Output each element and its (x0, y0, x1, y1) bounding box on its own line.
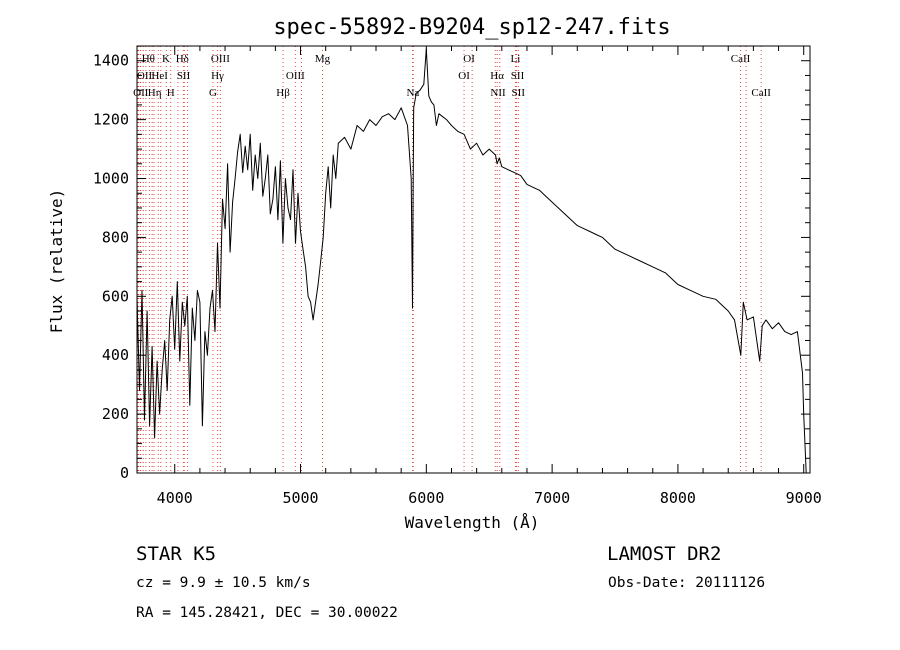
x-tick-label: 4000 (157, 489, 193, 507)
survey-name: LAMOST DR2 (607, 543, 722, 565)
spectrum-series (136, 48, 807, 474)
line-label: SII (177, 70, 191, 82)
line-label: SII (512, 87, 526, 99)
line-label: HeI (151, 70, 168, 82)
line-label: Hθ (142, 53, 155, 65)
object-class: STAR K5 (136, 543, 217, 565)
line-label: Na (406, 87, 419, 99)
x-tick-label: 7000 (534, 489, 570, 507)
line-label: Hβ (276, 87, 290, 99)
line-label: Hγ (211, 70, 224, 82)
line-label: OII (137, 70, 153, 82)
line-label: Mg (315, 53, 331, 65)
line-label: OIII (286, 70, 305, 82)
observation-date: Obs-Date: 20111126 (608, 575, 766, 591)
x-tick-label: 6000 (408, 489, 444, 507)
x-tick-label: 9000 (786, 489, 822, 507)
y-tick-label: 400 (102, 346, 129, 364)
line-label: Hδ (176, 53, 189, 65)
redshift-velocity: cz = 9.9 ± 10.5 km/s (136, 575, 311, 591)
emission-line-labels: Hθ K Hδ OIII Mg OI Li CaII OII HeI SII Hγ OIII OI Hα SI… (133, 53, 771, 99)
chart-title: spec-55892-B9204_sp12-247.fits (273, 15, 670, 40)
y-tick-label: 1200 (93, 111, 129, 129)
emission-line-markers (137, 46, 762, 473)
spectrum-line (136, 48, 807, 474)
line-label: OI (458, 70, 470, 82)
line-label: CaII (731, 53, 751, 65)
y-tick-label: 200 (102, 405, 129, 423)
plot-frame (136, 45, 811, 474)
line-label: SII (511, 70, 525, 82)
line-label: OI (463, 53, 475, 65)
line-label: CaII (751, 87, 771, 99)
y-tick-label: 1000 (93, 170, 129, 188)
y-tick-label: 0 (120, 464, 129, 482)
line-label: OII (133, 87, 149, 99)
line-label: Hα (490, 70, 504, 82)
line-label: K (162, 53, 170, 65)
line-label: Hη (148, 87, 162, 99)
line-label: G (209, 87, 217, 99)
y-axis-label: Flux (relative) (47, 189, 66, 334)
y-tick-label: 800 (102, 228, 129, 246)
y-tick-label: 600 (102, 287, 129, 305)
x-axis: 4000 5000 6000 7000 8000 9000 (157, 46, 822, 507)
x-axis-label: Wavelength (Å) (405, 513, 540, 532)
y-axis: 0 200 400 600 800 1000 1200 1400 (93, 45, 810, 482)
x-tick-label: 8000 (660, 489, 696, 507)
line-label: Li (510, 53, 520, 65)
y-tick-label: 1400 (93, 52, 129, 70)
line-label: NII (490, 87, 506, 99)
line-label: H (167, 87, 175, 99)
line-label: OIII (211, 53, 230, 65)
x-tick-label: 5000 (282, 489, 318, 507)
coordinates: RA = 145.28421, DEC = 30.00022 (136, 605, 398, 621)
